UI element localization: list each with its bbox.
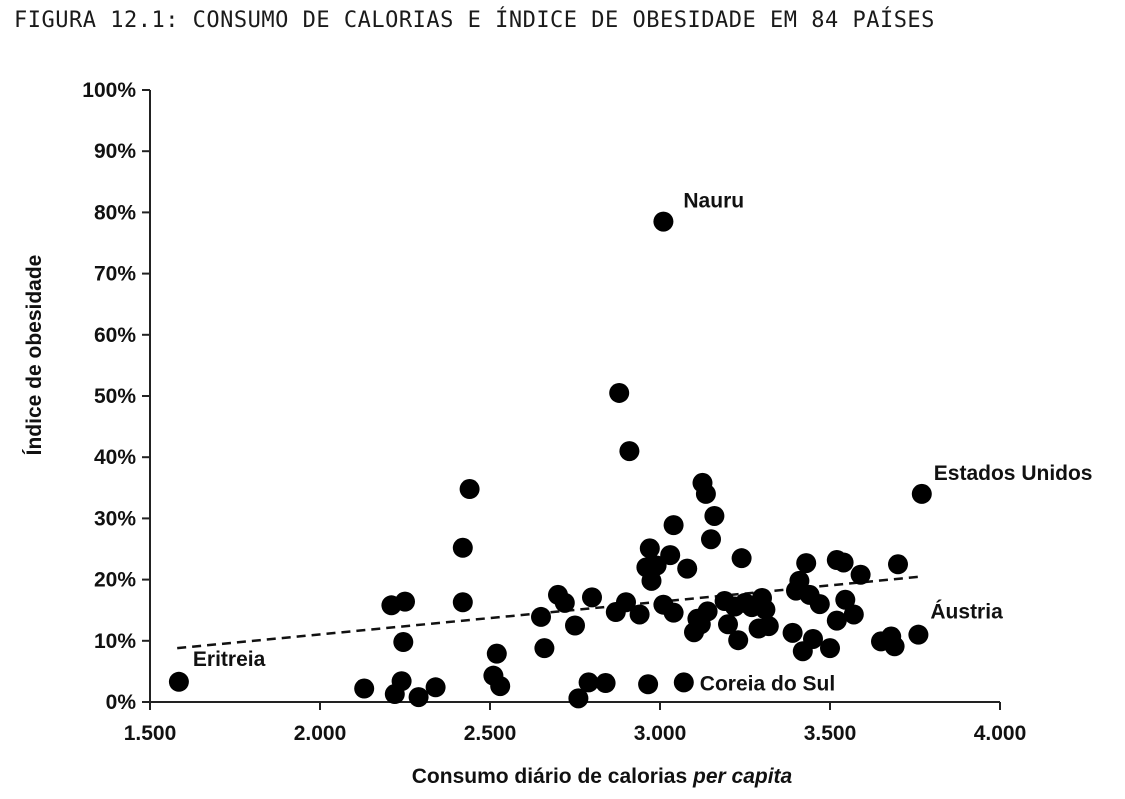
data-point (677, 558, 698, 579)
data-point (673, 672, 694, 693)
data-point (833, 552, 854, 573)
data-point (888, 554, 908, 575)
data-point (638, 674, 659, 695)
data-point (718, 614, 738, 635)
data-point (758, 616, 779, 637)
data-point (354, 678, 375, 699)
data-point (728, 630, 749, 651)
data-point (393, 632, 414, 653)
y-axis-title: Índice de obesidade (23, 255, 46, 456)
data-point (616, 592, 636, 613)
x-tick-label: 3.000 (634, 722, 687, 745)
x-tick-label: 2.500 (464, 722, 517, 745)
data-point (629, 604, 650, 625)
points-group (168, 211, 932, 709)
x-axis-title-italic: per capita (692, 765, 793, 788)
data-point (452, 592, 473, 613)
data-point (660, 545, 681, 566)
data-point (391, 671, 412, 692)
data-point (168, 671, 189, 692)
data-point (565, 615, 585, 636)
y-tick-label: 30% (94, 507, 136, 530)
data-point (619, 441, 640, 462)
data-point (809, 594, 830, 615)
point-annotation: Eritreia (193, 648, 266, 671)
data-point (843, 604, 864, 625)
data-point (641, 570, 662, 591)
data-point (850, 564, 871, 585)
data-point (486, 643, 507, 664)
data-point (704, 505, 725, 526)
data-point (663, 515, 684, 536)
data-point (663, 602, 684, 623)
point-annotation: Coreia do Sul (700, 672, 835, 695)
data-point (534, 638, 555, 659)
data-point (884, 636, 905, 657)
data-point (582, 587, 602, 608)
y-tick-label: 80% (94, 201, 136, 224)
data-point (701, 529, 721, 550)
data-point (425, 677, 446, 698)
y-tick-label: 100% (82, 79, 136, 102)
data-point (578, 672, 599, 693)
data-point (803, 628, 823, 649)
data-point (395, 591, 415, 612)
y-tick-label: 50% (94, 385, 136, 408)
data-point (697, 601, 718, 622)
data-point (695, 483, 716, 504)
figure-title: FIGURA 12.1: CONSUMO DE CALORIAS E ÍNDIC… (14, 8, 935, 33)
x-tick-label: 4.000 (974, 722, 1027, 745)
y-tick-label: 60% (94, 324, 136, 347)
data-point (452, 537, 473, 558)
y-tick-label: 0% (106, 691, 137, 714)
axes: 0% 10% 20% 30% 40% 50% 60% 70% 80% 90% 100% 1.500 2.… (82, 79, 1026, 745)
x-tick-label: 2.000 (294, 722, 347, 745)
data-point (755, 599, 776, 620)
x-axis-title-main: Consumo diário de calorias (412, 765, 693, 788)
x-tick-label: 3.500 (804, 722, 857, 745)
data-point (789, 570, 810, 591)
data-point (609, 382, 630, 403)
point-annotation: Áustria (930, 601, 1003, 624)
x-axis-title: Consumo diário de calorias per capita (412, 765, 793, 788)
y-tick-label: 10% (94, 630, 136, 653)
x-tick-label: 1.500 (124, 722, 177, 745)
y-tick-label: 90% (94, 140, 136, 163)
y-tick-label: 40% (94, 446, 136, 469)
data-point (490, 676, 511, 697)
data-point (568, 688, 589, 709)
data-point (639, 538, 660, 559)
data-point (820, 638, 840, 659)
data-point (531, 606, 551, 627)
data-point (646, 555, 667, 576)
data-point (782, 622, 803, 643)
y-tick-label: 20% (94, 569, 136, 592)
y-tick-label: 70% (94, 263, 136, 286)
data-point (908, 624, 929, 645)
data-point (731, 548, 752, 569)
data-point (554, 592, 575, 613)
data-point (459, 479, 480, 500)
data-point (826, 610, 847, 631)
point-annotation: Nauru (683, 190, 744, 213)
data-point (653, 211, 674, 232)
point-annotation: Estados Unidos (934, 462, 1093, 485)
data-point (595, 673, 616, 694)
data-point (911, 483, 932, 504)
annotation-group: Nauru Estados Unidos Áustria Eritreia Coreia… (193, 190, 1093, 696)
data-point (835, 589, 856, 610)
data-point (408, 687, 429, 708)
data-point (796, 553, 817, 574)
